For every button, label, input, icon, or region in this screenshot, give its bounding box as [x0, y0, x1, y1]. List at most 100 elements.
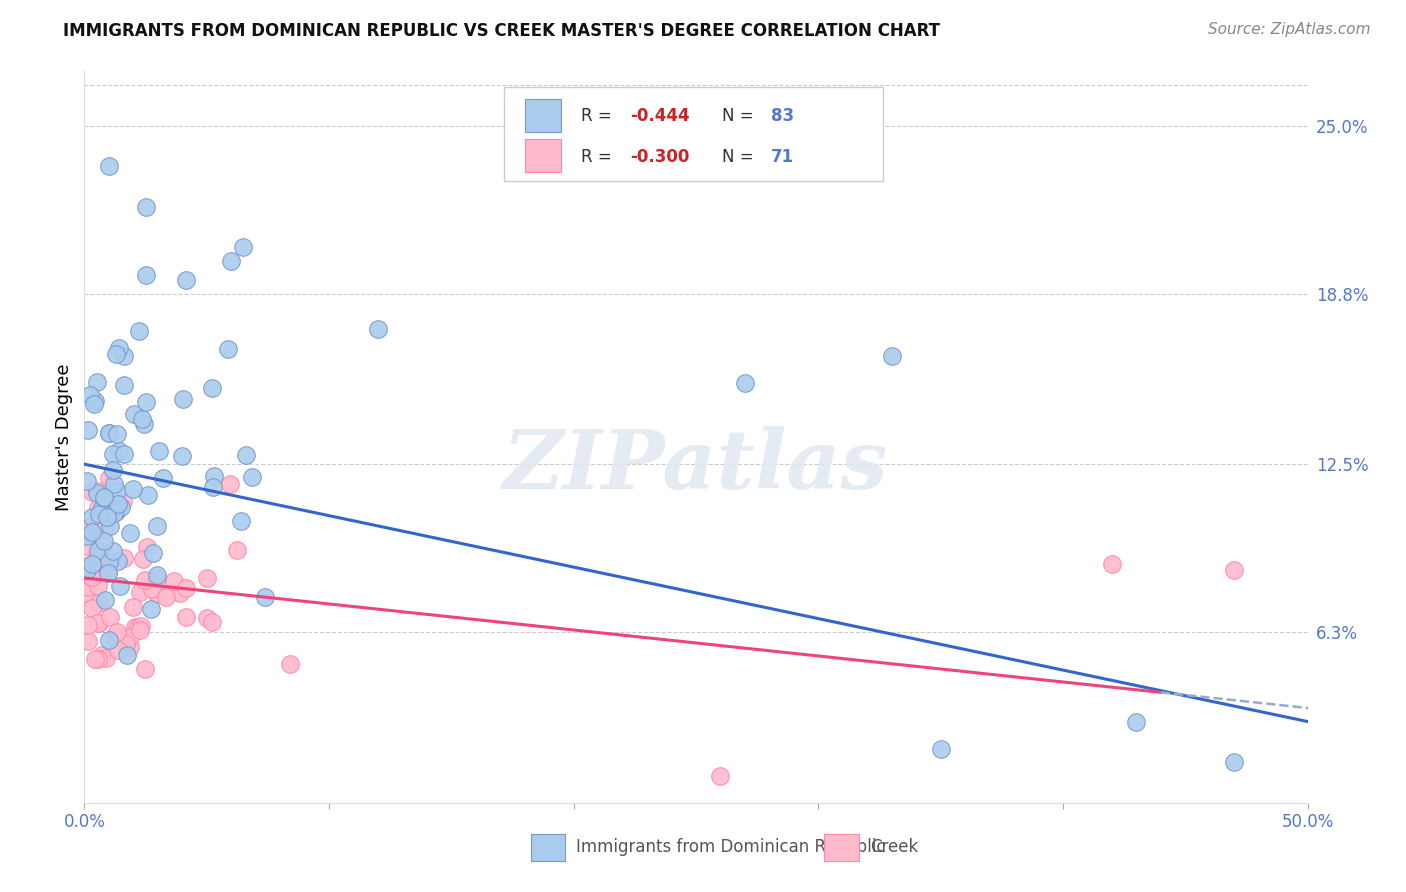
Text: N =: N = [721, 107, 758, 126]
Point [253, 591, 276, 605]
Text: N =: N = [721, 148, 758, 166]
Point [709, 769, 731, 783]
Text: Creek: Creek [870, 838, 918, 855]
Point [174, 609, 197, 624]
Point [235, 448, 257, 462]
Point [76, 528, 98, 542]
Point [124, 620, 146, 634]
Point [142, 546, 165, 560]
Point [108, 443, 131, 458]
Point [83, 397, 105, 411]
Point [76, 563, 98, 577]
FancyBboxPatch shape [524, 139, 561, 172]
Point [146, 587, 169, 601]
Point [107, 643, 129, 657]
Point [135, 268, 157, 282]
Point [107, 554, 129, 568]
Point [93, 503, 115, 517]
Point [1223, 755, 1246, 769]
Point [146, 519, 169, 533]
Point [93, 534, 115, 549]
Text: 83: 83 [770, 107, 794, 126]
Point [217, 342, 239, 356]
Point [114, 637, 136, 651]
Point [112, 378, 135, 392]
Point [94, 592, 117, 607]
Point [122, 407, 145, 421]
Point [98, 425, 121, 440]
Point [86, 484, 108, 499]
Point [87, 596, 110, 610]
Point [107, 341, 129, 355]
Point [89, 548, 111, 562]
Point [195, 611, 218, 625]
Point [97, 633, 120, 648]
Point [105, 505, 128, 519]
Point [278, 657, 301, 671]
Point [172, 449, 194, 463]
Point [103, 630, 125, 644]
Point [76, 569, 98, 583]
FancyBboxPatch shape [531, 833, 565, 862]
Point [108, 579, 131, 593]
Text: ZIPatlas: ZIPatlas [503, 426, 889, 507]
Point [131, 551, 153, 566]
Point [94, 554, 117, 568]
Point [367, 322, 389, 336]
Point [86, 486, 108, 500]
Point [202, 480, 225, 494]
Point [139, 602, 162, 616]
Point [80, 485, 103, 500]
Point [77, 424, 100, 438]
Point [138, 488, 160, 502]
Point [201, 615, 224, 629]
Point [136, 540, 159, 554]
Point [93, 522, 115, 536]
Point [96, 509, 118, 524]
Point [83, 651, 105, 665]
Point [121, 483, 143, 497]
Point [86, 616, 108, 631]
Point [105, 346, 128, 360]
Point [105, 483, 128, 498]
Point [129, 584, 152, 599]
Point [112, 350, 135, 364]
Point [173, 392, 195, 406]
Point [76, 529, 98, 543]
Point [77, 580, 100, 594]
Point [76, 521, 98, 535]
Point [929, 741, 952, 756]
Point [105, 502, 128, 516]
Point [87, 544, 110, 558]
Point [118, 630, 141, 644]
Point [105, 624, 128, 639]
Point [152, 471, 174, 485]
Point [103, 544, 125, 558]
Point [1223, 563, 1246, 577]
Point [146, 571, 169, 585]
Point [98, 555, 121, 569]
Point [128, 324, 150, 338]
Point [79, 388, 101, 402]
Point [76, 586, 98, 600]
Point [148, 444, 170, 458]
Point [108, 630, 131, 644]
Text: R =: R = [581, 148, 617, 166]
Point [122, 599, 145, 614]
Point [97, 159, 120, 173]
Point [1125, 714, 1147, 729]
Point [97, 566, 120, 580]
Point [169, 586, 191, 600]
Point [84, 393, 107, 408]
Point [112, 550, 135, 565]
Point [107, 497, 129, 511]
Point [80, 509, 103, 524]
Text: Source: ZipAtlas.com: Source: ZipAtlas.com [1208, 22, 1371, 37]
Point [240, 470, 263, 484]
Point [146, 568, 169, 582]
Point [101, 447, 124, 461]
Point [98, 610, 121, 624]
Point [229, 515, 252, 529]
Point [76, 539, 98, 553]
Point [98, 518, 121, 533]
